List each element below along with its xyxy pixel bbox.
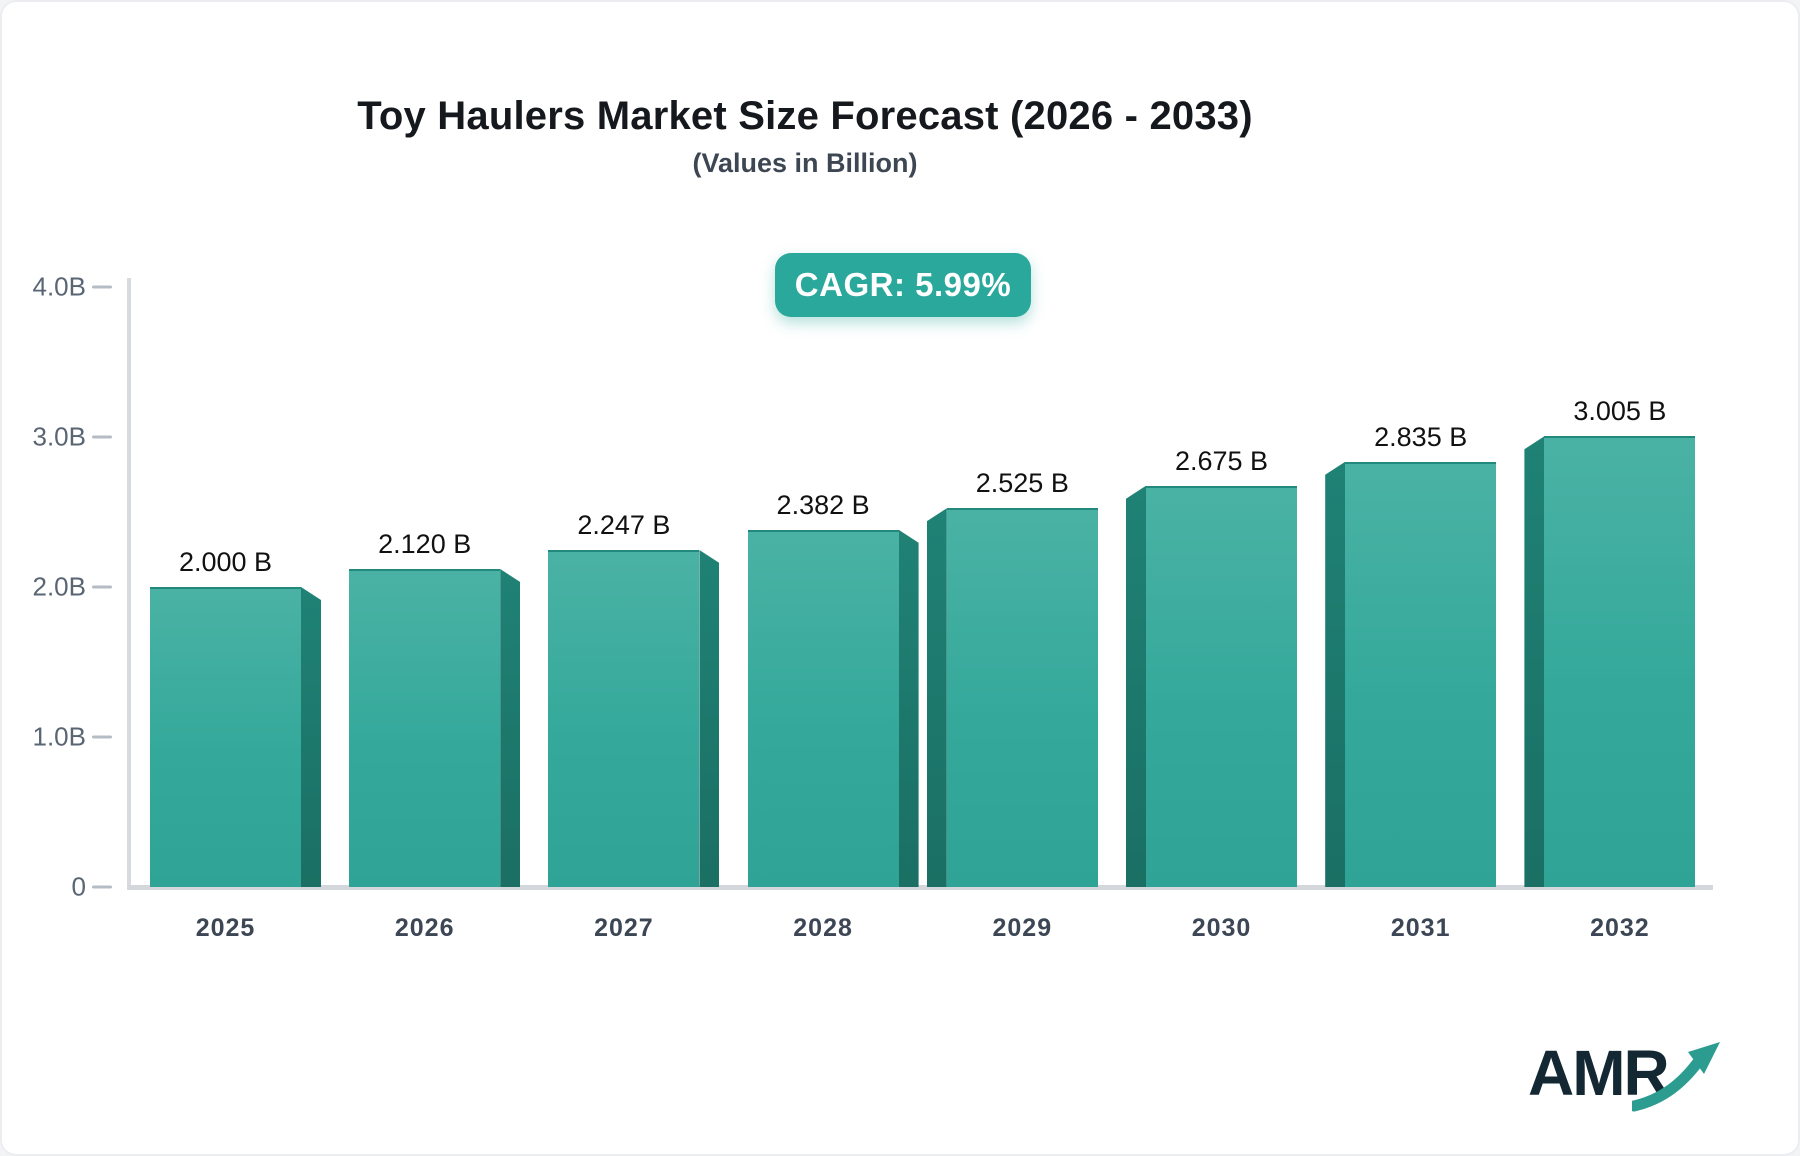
y-tick-dash [92, 735, 112, 739]
y-tick-dash [92, 435, 112, 439]
bar-3d-side-2032 [1524, 436, 1545, 887]
bar-2026 [349, 569, 501, 887]
bar-3d-side-2027 [699, 549, 720, 887]
y-tick-dash [92, 585, 112, 589]
bar-2030 [1146, 485, 1297, 887]
cagr-badge: CAGR: 5.99% [775, 253, 1031, 317]
x-axis-baseline [127, 885, 1713, 890]
chart-subtitle: (Values in Billion) [692, 148, 918, 178]
x-tick-label-2028: 2028 [793, 914, 853, 942]
y-tick-label-3.0B: 3.0B [32, 421, 87, 452]
bar-2025 [150, 587, 301, 887]
y-tick-dash [92, 285, 112, 289]
bar-value-label-2032: 3.005 B [1573, 396, 1667, 427]
bar-2028 [747, 529, 899, 887]
amr-logo: AMR [1528, 1036, 1728, 1126]
y-tick-dash [92, 885, 112, 889]
chart-title: Toy Haulers Market Size Forecast (2026 -… [357, 94, 1253, 138]
bar-3d-side-2026 [500, 569, 521, 887]
bar-3d-side-2030 [1126, 485, 1146, 887]
y-tick-label-4.0B: 4.0B [32, 271, 87, 302]
bar-value-label-2027: 2.247 B [577, 509, 671, 540]
x-tick-label-2030: 2030 [1191, 914, 1252, 942]
bar-3d-side-2031 [1325, 461, 1346, 887]
y-tick-label-2.0B: 2.0B [32, 571, 87, 602]
bar-2029 [946, 508, 1098, 887]
bar-2027 [548, 549, 700, 887]
bar-value-label-2030: 2.675 B [1174, 445, 1269, 476]
x-tick-label-2027: 2027 [594, 914, 654, 942]
bar-3d-side-2028 [898, 529, 919, 887]
bar-value-label-2028: 2.382 B [776, 489, 870, 520]
x-tick-label-2031: 2031 [1390, 914, 1451, 942]
bar-value-label-2029: 2.525 B [975, 468, 1069, 499]
y-tick-label-0: 0 [71, 871, 86, 902]
cagr-badge-label: CAGR: 5.99% [794, 266, 1012, 303]
bar-3d-side-2029 [926, 508, 947, 887]
growth-arrow-icon [1632, 1042, 1720, 1112]
bar-2031 [1345, 461, 1497, 887]
bar-value-label-2026: 2.120 B [378, 529, 472, 559]
x-tick-label-2032: 2032 [1590, 914, 1650, 942]
x-tick-label-2029: 2029 [992, 914, 1053, 942]
bar-value-label-2025: 2.000 B [178, 547, 273, 577]
bar-3d-side-2025 [301, 587, 321, 887]
x-tick-label-2025: 2025 [195, 914, 256, 942]
bar-2032 [1544, 436, 1696, 887]
y-axis-line [127, 278, 131, 889]
y-tick-label-1.0B: 1.0B [32, 721, 87, 752]
bar-value-label-2031: 2.835 B [1374, 421, 1468, 452]
x-tick-label-2026: 2026 [394, 914, 455, 942]
